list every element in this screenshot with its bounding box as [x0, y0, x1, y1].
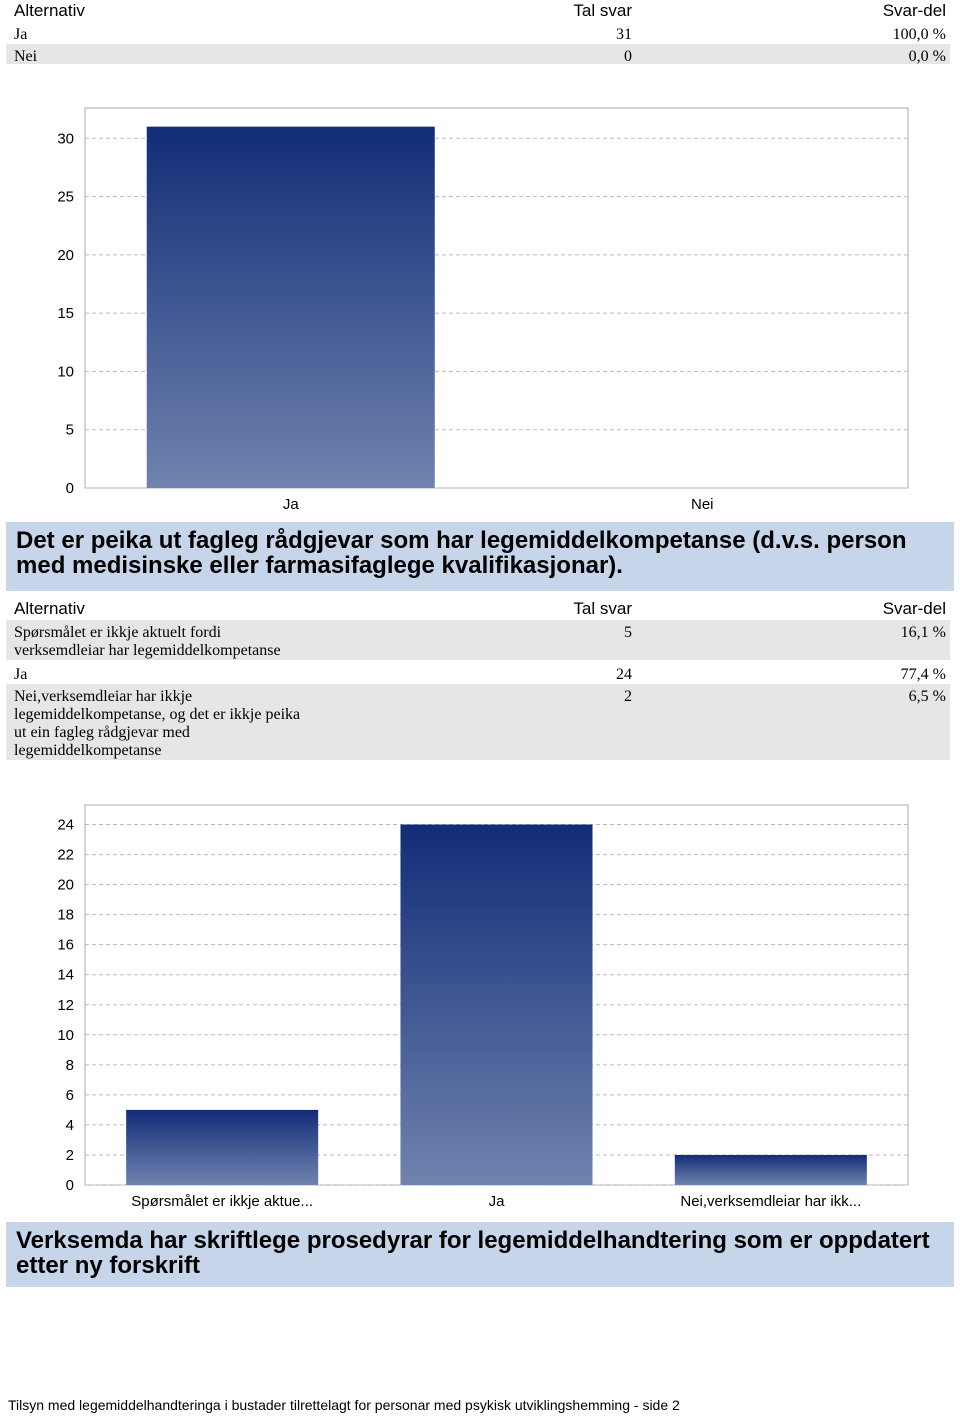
- section-heading: Det er peika ut fagleg rådgjevar som har…: [6, 522, 954, 591]
- bar: [674, 1154, 867, 1185]
- table-row: [6, 684, 950, 760]
- table-header: Alternativ: [14, 599, 85, 618]
- bar: [146, 126, 435, 489]
- table-cell: Nei: [14, 48, 38, 65]
- table-header: Alternativ: [14, 1, 85, 20]
- bar: [126, 1109, 319, 1185]
- x-tick-label: Nei,verksemdleiar har ikk...: [680, 1193, 861, 1210]
- table-cell: Ja: [14, 26, 28, 43]
- x-tick-label: Ja: [489, 1193, 506, 1210]
- y-tick-label: 2: [66, 1147, 74, 1164]
- table-header: Svar-del: [882, 1, 946, 20]
- y-tick-label: 0: [66, 1177, 74, 1194]
- table-cell: 31: [616, 26, 632, 43]
- table-cell: 6,5 %: [908, 688, 946, 705]
- y-tick-label: 24: [57, 817, 74, 834]
- table-cell: 5: [624, 624, 632, 641]
- table-header: Svar-del: [882, 599, 946, 618]
- table-cell: 2: [624, 688, 632, 705]
- y-tick-label: 30: [57, 130, 74, 147]
- section-heading: Verksemda har skriftlege prosedyrar for …: [6, 1222, 954, 1287]
- table-header: Tal svar: [573, 599, 632, 618]
- table-cell: 0,0 %: [908, 48, 946, 65]
- y-tick-label: 18: [57, 907, 74, 924]
- table-cell: Spørsmålet er ikkje aktuelt fordi verkse…: [14, 624, 281, 659]
- y-tick-label: 10: [57, 1027, 74, 1044]
- table-row: [6, 44, 950, 64]
- table-cell: 0: [624, 48, 632, 65]
- table-cell: Ja: [14, 666, 28, 683]
- table-row: [6, 662, 950, 682]
- y-tick-label: 20: [57, 877, 74, 894]
- y-tick-label: 6: [66, 1087, 74, 1104]
- y-tick-label: 4: [66, 1117, 74, 1134]
- y-tick-label: 10: [57, 363, 74, 380]
- table-cell: 24: [616, 666, 632, 683]
- table-cell: Nei,verksemdleiar har ikkje legemiddelko…: [14, 688, 301, 759]
- footer: Tilsyn med legemiddelhandteringa i busta…: [8, 1397, 680, 1413]
- y-tick-label: 14: [57, 967, 74, 984]
- table-cell: 100,0 %: [892, 26, 946, 43]
- x-tick-label: Ja: [283, 496, 300, 513]
- table-header: Tal svar: [573, 1, 632, 20]
- table-cell: 16,1 %: [900, 624, 946, 641]
- y-tick-label: 25: [57, 189, 74, 206]
- y-tick-label: 8: [66, 1057, 74, 1074]
- y-tick-label: 20: [57, 247, 74, 264]
- x-tick-label: Nei: [691, 496, 714, 513]
- y-tick-label: 5: [66, 422, 74, 439]
- table-row: [6, 620, 950, 660]
- y-tick-label: 22: [57, 847, 74, 864]
- y-tick-label: 0: [66, 480, 74, 497]
- x-tick-label: Spørsmålet er ikkje aktue...: [131, 1193, 313, 1210]
- table-cell: 77,4 %: [900, 666, 946, 683]
- table-row: [6, 22, 950, 42]
- y-tick-label: 16: [57, 937, 74, 954]
- y-tick-label: 15: [57, 305, 74, 322]
- bar: [400, 824, 593, 1185]
- y-tick-label: 12: [57, 997, 74, 1014]
